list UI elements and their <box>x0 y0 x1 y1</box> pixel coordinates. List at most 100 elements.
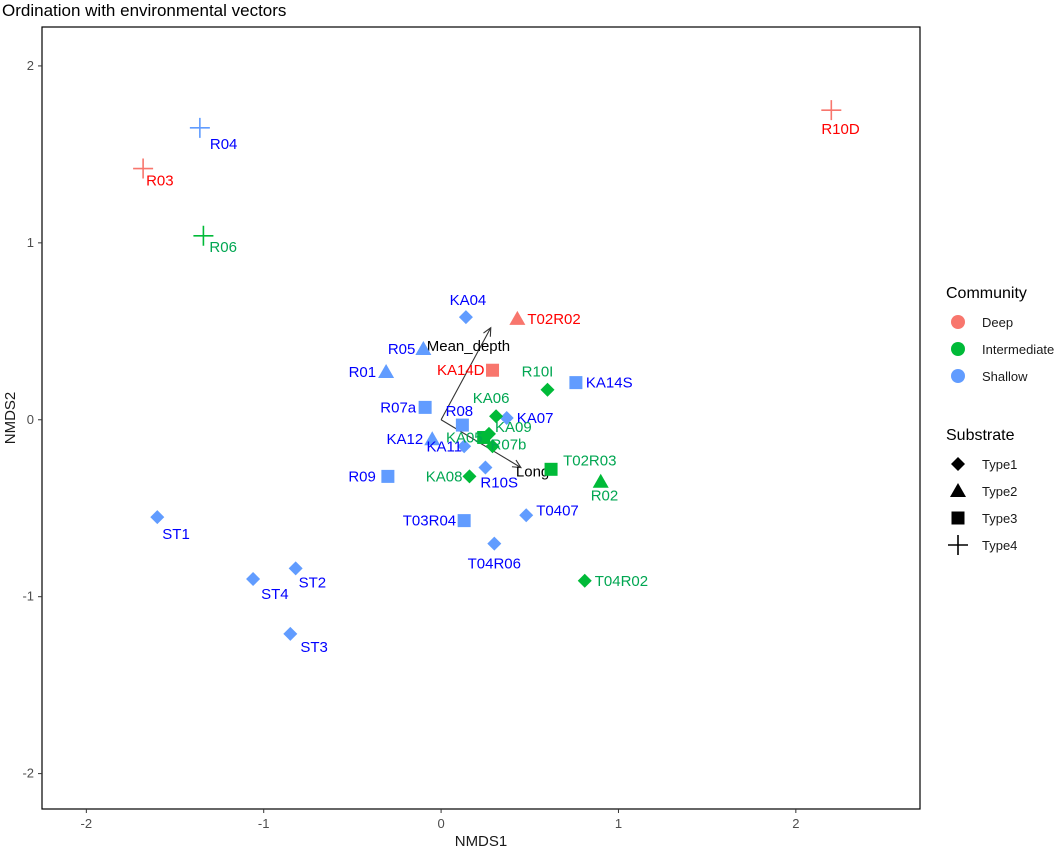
y-tick-label: -1 <box>22 589 34 604</box>
x-tick-label: 0 <box>437 816 444 831</box>
vector-arrowhead <box>511 459 522 469</box>
legend-substrate-title: Substrate <box>946 427 1015 444</box>
legend-community: Community Deep Intermediate Shallow <box>946 285 1054 384</box>
environmental-vectors: Mean_depth Long <box>427 326 549 481</box>
data-point <box>455 418 469 432</box>
vector-label: Long <box>516 464 549 481</box>
point-label: ST4 <box>261 586 289 603</box>
data-point <box>193 225 214 246</box>
point-label: KA06 <box>473 390 510 407</box>
point-label: ST1 <box>162 526 190 543</box>
y-axis-title: NMDS2 <box>2 392 19 445</box>
point-label: KA11 <box>427 438 463 455</box>
data-point <box>378 364 395 378</box>
y-axis: -2 -1 0 1 2 <box>22 58 42 781</box>
data-point <box>519 508 534 523</box>
point-label: KA04 <box>450 292 487 309</box>
data-point <box>577 573 592 588</box>
data-point <box>418 400 432 414</box>
legend-community-label: Intermediate <box>982 342 1054 357</box>
x-axis-title: NMDS1 <box>455 833 508 850</box>
x-tick-label: -1 <box>258 816 270 831</box>
data-point <box>477 430 491 444</box>
data-point <box>486 363 500 377</box>
y-tick-label: 0 <box>27 412 34 427</box>
legend-community-key <box>951 369 965 383</box>
data-point <box>381 469 395 483</box>
point-label: KA14D <box>437 362 485 379</box>
point-label: KA05 <box>446 429 483 446</box>
data-point <box>288 561 303 576</box>
point-label: R05 <box>388 341 416 358</box>
data-point <box>457 439 472 454</box>
legend-substrate-key <box>951 457 965 471</box>
legend-substrate-key <box>950 483 966 497</box>
data-point <box>457 514 471 528</box>
point-labels: R10D R03 T02R02 KA14D R04 KA04 R05 R01 KA14S R07a… <box>146 121 860 656</box>
data-point <box>592 473 609 488</box>
data-point <box>540 382 555 397</box>
data-point <box>462 469 477 484</box>
point-label: T02R03 <box>563 452 616 469</box>
data-point <box>189 117 210 138</box>
legend-substrate-label: Type1 <box>982 457 1017 472</box>
point-label: R09 <box>348 468 376 485</box>
data-point <box>478 460 493 475</box>
point-label: R02 <box>591 488 619 505</box>
point-label: R07a <box>380 399 417 416</box>
point-label: T0407 <box>536 502 579 519</box>
legend-substrate-label: Type4 <box>982 538 1017 553</box>
data-point <box>424 431 441 446</box>
legend-community-key <box>951 315 965 329</box>
legend-substrate-label: Type2 <box>982 484 1017 499</box>
data-point <box>544 462 558 476</box>
point-label: R07b <box>491 436 527 453</box>
vector-arrow <box>440 327 492 421</box>
data-point <box>246 572 261 586</box>
data-point <box>458 310 473 325</box>
point-label: ST2 <box>299 574 327 591</box>
legend-community-label: Shallow <box>982 369 1028 384</box>
y-tick-label: 2 <box>27 58 34 73</box>
x-tick-label: -2 <box>81 816 93 831</box>
point-label: R06 <box>209 239 237 256</box>
data-point <box>283 626 298 641</box>
data-point <box>485 439 500 454</box>
plot-area: Mean_depthLongR10DR03T02R02KA14DR04KA04R… <box>133 100 860 656</box>
data-points <box>133 100 842 641</box>
point-label: R10D <box>821 121 860 138</box>
data-point <box>487 536 502 551</box>
data-point <box>509 310 526 325</box>
point-label: KA07 <box>517 410 554 427</box>
data-point <box>150 510 165 525</box>
y-tick-label: 1 <box>27 235 34 250</box>
point-label: R08 <box>446 403 474 420</box>
data-point <box>569 376 583 390</box>
x-axis: -2 -1 0 1 2 <box>81 809 799 831</box>
data-point <box>821 100 842 121</box>
point-label: T04R06 <box>468 556 521 573</box>
plot-border <box>41 26 921 810</box>
point-label: T03R04 <box>403 513 456 530</box>
data-point <box>489 409 504 424</box>
point-label: R10S <box>480 475 518 492</box>
y-tick-label: -2 <box>22 766 34 781</box>
point-label: KA09 <box>495 419 532 436</box>
legend-substrate-key <box>948 535 968 555</box>
point-label: R03 <box>146 173 174 190</box>
point-label: KA08 <box>426 468 463 485</box>
point-label: T04R02 <box>595 573 648 590</box>
legend-substrate: Substrate Type1 Type2 Type3 Type4 <box>946 427 1017 555</box>
legend-community-title: Community <box>946 285 1027 302</box>
point-label: KA12 <box>387 431 424 448</box>
x-tick-label: 2 <box>792 816 799 831</box>
legend-community-label: Deep <box>982 315 1013 330</box>
point-label: KA14S <box>586 375 633 392</box>
point-label: T02R02 <box>527 311 580 328</box>
data-point <box>133 158 154 179</box>
point-label: R01 <box>349 364 377 381</box>
chart-title: Ordination with environmental vectors <box>2 1 286 20</box>
legend-substrate-label: Type3 <box>982 511 1017 526</box>
data-point <box>415 341 432 355</box>
